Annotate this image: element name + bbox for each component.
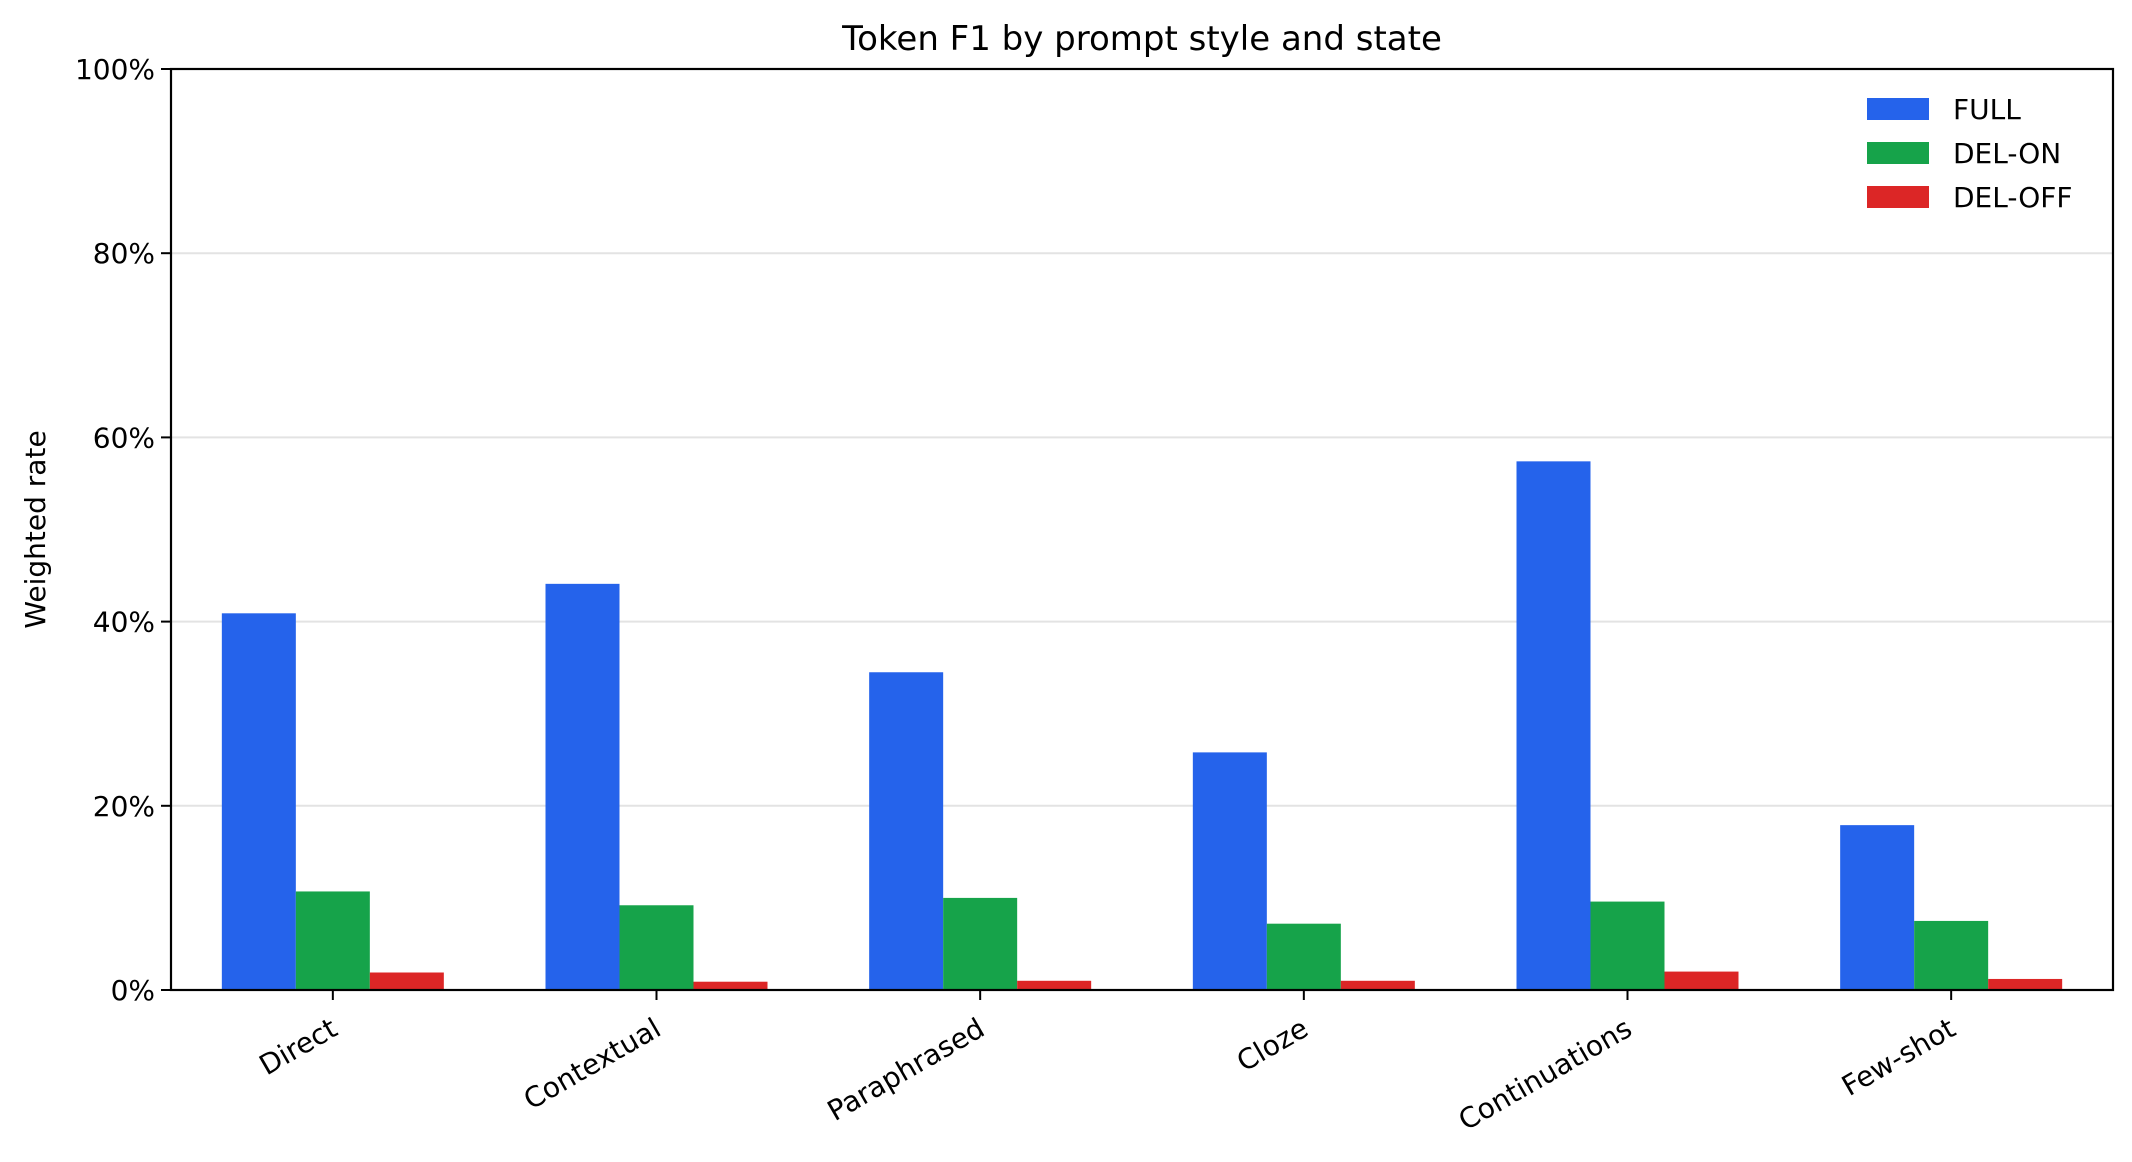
bar-del-on-contextual <box>619 905 694 990</box>
bar-del-on-few-shot <box>1914 920 1989 990</box>
bar-del-on-direct <box>295 891 370 990</box>
y-tick-label: 0% <box>111 974 155 1007</box>
legend-swatch-full <box>1867 98 1929 120</box>
legend-swatch-del-off <box>1867 186 1929 208</box>
bar-full-cloze <box>1192 752 1267 990</box>
x-tick-label: Paraphrased <box>822 1011 990 1127</box>
y-axis-ticks: 0% 20% 40% 60% 80% 100% <box>75 53 171 1007</box>
legend: FULL DEL-ON DEL-OFF <box>1867 93 2073 214</box>
x-tick-label: Direct <box>254 1011 343 1082</box>
bar-del-off-cloze <box>1340 980 1415 990</box>
chart-title: Token F1 by prompt style and state <box>841 19 1442 59</box>
bars <box>221 461 2063 990</box>
legend-label-full: FULL <box>1953 93 2021 126</box>
y-tick-label: 100% <box>75 53 155 86</box>
bar-full-paraphrased <box>869 672 944 990</box>
bar-del-off-continuations <box>1664 971 1739 990</box>
bar-full-continuations <box>1516 461 1591 990</box>
y-axis-label: Weighted rate <box>19 430 52 628</box>
y-tick-label: 40% <box>93 606 155 639</box>
y-tick-label: 80% <box>93 237 155 270</box>
bar-del-off-paraphrased <box>1017 980 1092 990</box>
bar-del-off-contextual <box>693 981 768 990</box>
gridlines <box>171 252 2113 807</box>
bar-del-on-cloze <box>1266 923 1341 990</box>
x-tick-label: Contextual <box>518 1011 666 1116</box>
bar-del-off-direct <box>369 972 444 990</box>
bar-del-on-paraphrased <box>943 897 1018 990</box>
bar-full-contextual <box>545 583 620 990</box>
y-tick-label: 60% <box>93 421 155 454</box>
bar-full-direct <box>221 613 296 990</box>
plot-frame <box>169 67 2115 992</box>
x-axis-ticks: Direct Contextual Paraphrased Cloze Continua… <box>254 990 1961 1137</box>
bar-full-few-shot <box>1840 825 1915 990</box>
bar-del-on-continuations <box>1590 901 1665 990</box>
x-tick-label: Few-shot <box>1836 1011 1961 1102</box>
legend-label-del-on: DEL-ON <box>1953 137 2061 170</box>
y-tick-label: 20% <box>93 790 155 823</box>
bar-del-off-few-shot <box>1988 978 2063 990</box>
x-tick-label: Continuations <box>1453 1011 1638 1137</box>
legend-swatch-del-on <box>1867 142 1929 164</box>
legend-label-del-off: DEL-OFF <box>1953 181 2073 214</box>
x-tick-label: Cloze <box>1231 1011 1314 1078</box>
